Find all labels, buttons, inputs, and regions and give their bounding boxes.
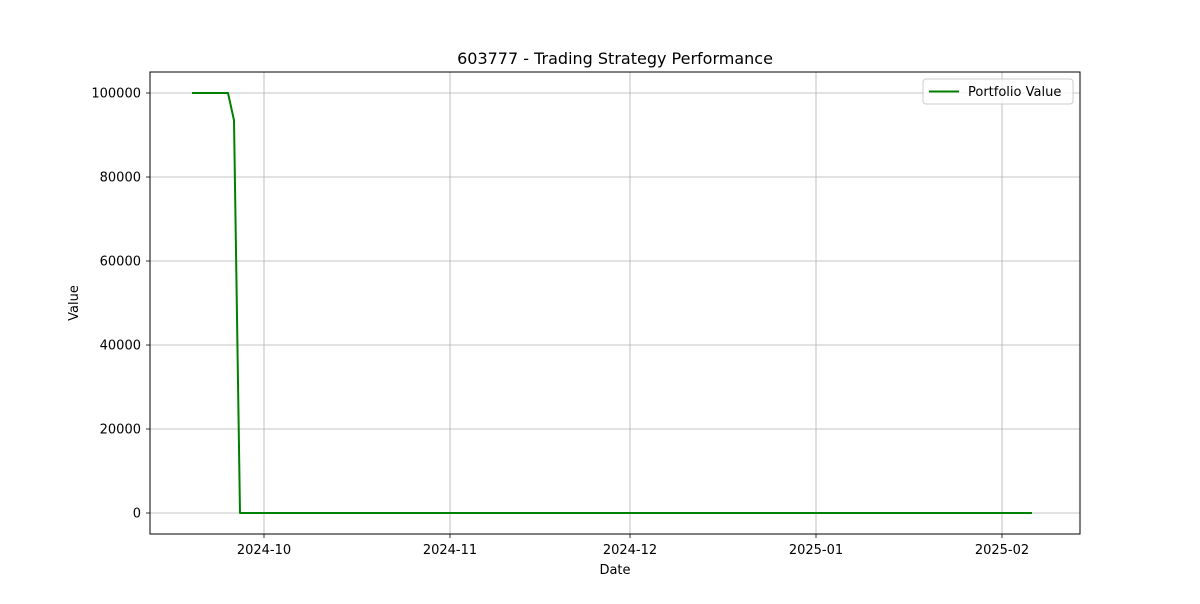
chart-title: 603777 - Trading Strategy Performance [457,49,773,68]
x-tick-label: 2025-02 [975,543,1029,558]
series-layer [192,92,1032,514]
series-line-portfolio-value [192,92,1032,514]
x-axis-label: Date [599,563,630,578]
x-tick-label: 2024-11 [423,543,477,558]
y-tick-label: 80000 [100,171,141,186]
plot-frame [149,71,1081,535]
x-tick-label: 2024-10 [237,543,291,558]
legend: Portfolio Value [922,78,1074,105]
x-tick-label: 2025-01 [789,543,843,558]
x-tick-label: 2024-12 [603,543,657,558]
y-tick-label: 20000 [100,423,141,438]
legend-label-portfolio-value: Portfolio Value [968,85,1061,100]
y-tick-label: 60000 [100,255,141,270]
y-axis-label: Value [67,285,82,321]
x-axis-ticks: 2024-10 2024-11 2024-12 2025-01 2025-02 [237,534,1029,558]
y-tick-label: 100000 [91,87,141,102]
y-axis-ticks: 0 20000 40000 60000 80000 100000 [91,87,150,522]
y-tick-label: 40000 [100,339,141,354]
legend-box [922,78,1074,105]
y-tick-label: 0 [133,507,141,522]
